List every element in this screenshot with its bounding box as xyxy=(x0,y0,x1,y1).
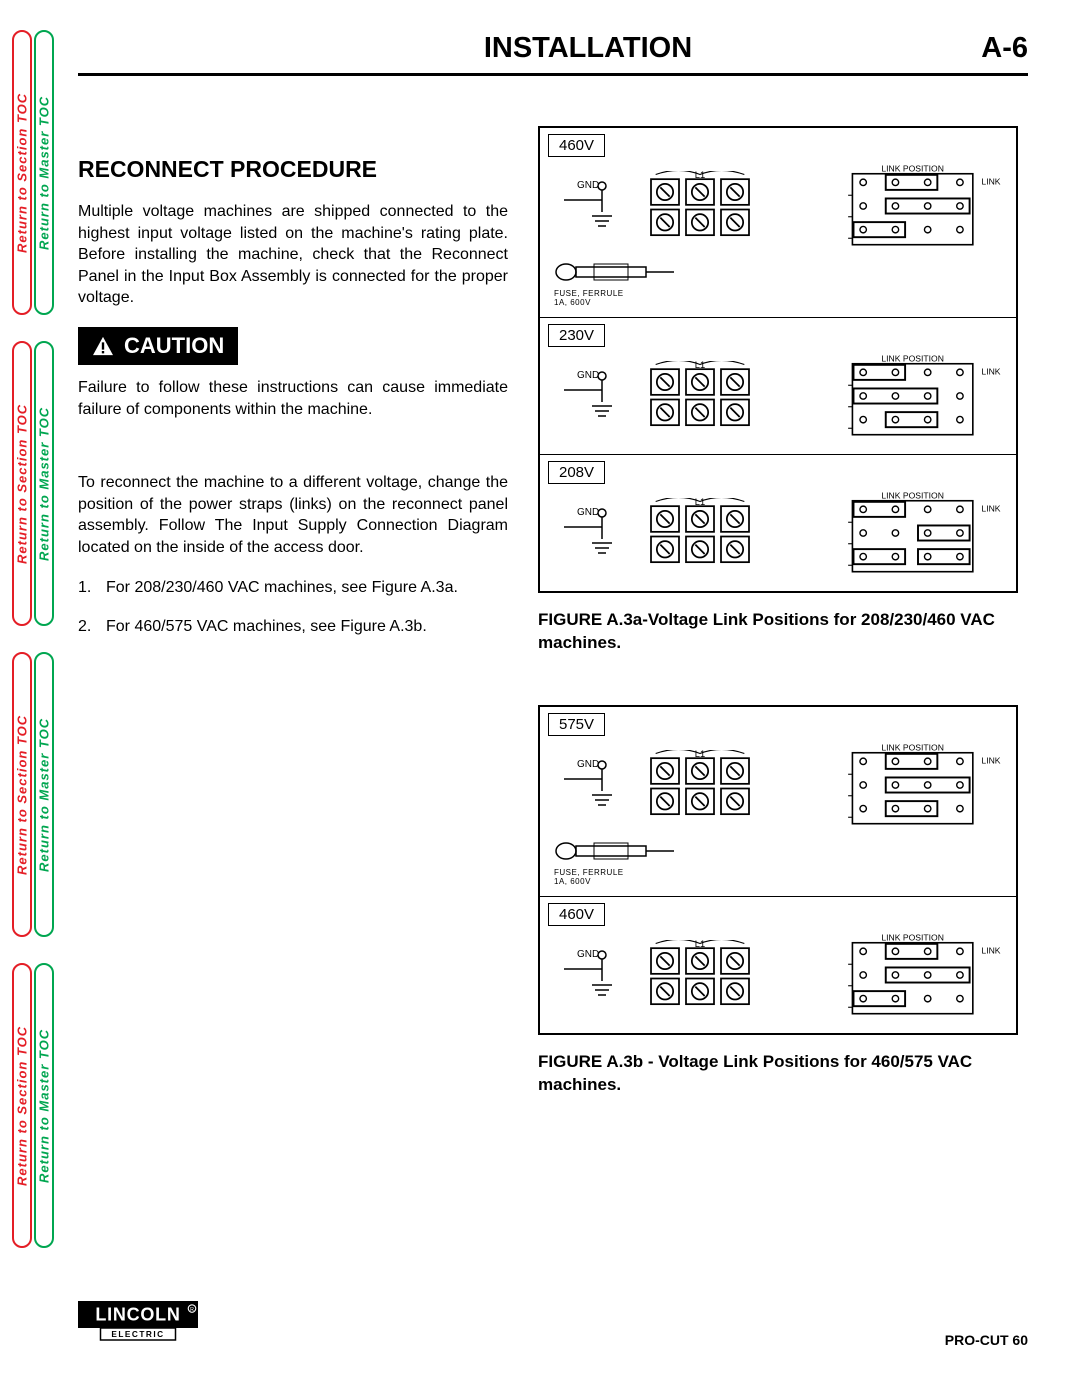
toc-master-tab[interactable]: Return to Master TOC xyxy=(34,652,54,937)
lincoln-logo: LINCOLN R ELECTRIC xyxy=(78,1301,198,1348)
diagram-row: GND L1 xyxy=(548,490,1008,581)
voltage-section: 230V GND L1 xyxy=(540,318,1016,455)
svg-text:LINK: LINK xyxy=(981,755,1000,765)
caution-text: Failure to follow these instructions can… xyxy=(78,377,508,420)
page-footer: LINCOLN R ELECTRIC PRO-CUT 60 xyxy=(78,1301,1028,1348)
ground-symbol-icon: GND xyxy=(554,945,624,1005)
tab-pair: Return to Section TOC Return to Master T… xyxy=(12,652,56,937)
diagram-row: GND L1 xyxy=(548,742,1008,833)
toc-section-tab[interactable]: Return to Section TOC xyxy=(12,341,32,626)
svg-text:LINK POSITION: LINK POSITION xyxy=(881,491,944,501)
fuse-block: FUSE, FERRULE 1A, 600V xyxy=(548,839,1008,886)
link-position-icon: LINK POSITION LINK xyxy=(828,353,1008,439)
side-tabs: Return to Section TOC Return to Master T… xyxy=(12,30,56,1310)
voltage-label: 460V xyxy=(548,134,605,157)
voltage-section: 575V GND L1 xyxy=(540,707,1016,897)
svg-text:LINK: LINK xyxy=(981,367,1000,377)
svg-text:LINK POSITION: LINK POSITION xyxy=(881,742,944,752)
svg-text:LINK POSITION: LINK POSITION xyxy=(881,354,944,364)
page-number: A-6 xyxy=(981,32,1028,65)
fuse-block: FUSE, FERRULE 1A, 600V xyxy=(548,260,1008,307)
svg-text:GND: GND xyxy=(577,180,599,191)
svg-text:GND: GND xyxy=(577,949,599,960)
page-frame: INSTALLATION A-6 RECONNECT PROCEDURE Mul… xyxy=(78,28,1028,1348)
header-rule xyxy=(78,73,1028,76)
svg-text:LINK POSITION: LINK POSITION xyxy=(881,932,944,942)
ground-symbol-icon: GND xyxy=(554,503,624,563)
terminal-block-icon: L1 xyxy=(640,940,760,1010)
right-column: 460V GND L1 xyxy=(538,126,1018,1147)
caution-label: CAUTION xyxy=(124,333,224,359)
svg-text:LINK: LINK xyxy=(981,177,1000,187)
svg-text:ELECTRIC: ELECTRIC xyxy=(111,1330,164,1339)
terminal-block-icon: L1 xyxy=(640,498,760,568)
voltage-label: 208V xyxy=(548,461,605,484)
toc-master-tab[interactable]: Return to Master TOC xyxy=(34,341,54,626)
ground-symbol-icon: GND xyxy=(554,176,624,236)
svg-text:GND: GND xyxy=(577,370,599,381)
svg-text:LINK POSITION: LINK POSITION xyxy=(881,164,944,174)
tab-pair: Return to Section TOC Return to Master T… xyxy=(12,30,56,315)
step-item: For 208/230/460 VAC machines, see Figure… xyxy=(106,577,508,599)
diagram-row: GND L1 xyxy=(548,163,1008,254)
terminal-block-icon: L1 xyxy=(640,171,760,241)
step-item: For 460/575 VAC machines, see Figure A.3… xyxy=(106,616,508,638)
fuse-icon xyxy=(554,260,684,284)
voltage-label: 460V xyxy=(548,903,605,926)
terminal-block-icon: L1 xyxy=(640,750,760,820)
toc-master-tab[interactable]: Return to Master TOC xyxy=(34,963,54,1248)
voltage-label: 575V xyxy=(548,713,605,736)
toc-master-tab[interactable]: Return to Master TOC xyxy=(34,30,54,315)
warning-icon xyxy=(92,336,114,356)
section-title: RECONNECT PROCEDURE xyxy=(78,156,508,183)
figure-a3a-caption: FIGURE A.3a-Voltage Link Positions for 2… xyxy=(538,609,1018,655)
svg-text:R: R xyxy=(190,1307,194,1313)
svg-text:GND: GND xyxy=(577,759,599,770)
voltage-section: 460V GND L1 xyxy=(540,128,1016,318)
toc-section-tab[interactable]: Return to Section TOC xyxy=(12,30,32,315)
ground-symbol-icon: GND xyxy=(554,366,624,426)
terminal-block-icon: L1 xyxy=(640,361,760,431)
page-header: INSTALLATION A-6 xyxy=(78,28,1028,73)
link-position-icon: LINK POSITION LINK xyxy=(828,490,1008,576)
caution-bar: CAUTION xyxy=(78,327,238,365)
footer-model: PRO-CUT 60 xyxy=(945,1332,1028,1348)
svg-text:LINCOLN: LINCOLN xyxy=(95,1305,180,1325)
svg-text:GND: GND xyxy=(577,507,599,518)
figure-a3b-caption: FIGURE A.3b - Voltage Link Positions for… xyxy=(538,1051,1018,1097)
svg-text:LINK: LINK xyxy=(981,945,1000,955)
toc-section-tab[interactable]: Return to Section TOC xyxy=(12,963,32,1248)
link-position-icon: LINK POSITION LINK xyxy=(828,742,1008,828)
left-column: RECONNECT PROCEDURE Multiple voltage mac… xyxy=(78,126,508,1147)
ground-symbol-icon: GND xyxy=(554,755,624,815)
tab-pair: Return to Section TOC Return to Master T… xyxy=(12,341,56,626)
voltage-section: 208V GND L1 xyxy=(540,455,1016,591)
header-title: INSTALLATION xyxy=(484,32,692,65)
reconnect-text: To reconnect the machine to a different … xyxy=(78,472,508,558)
fuse-icon xyxy=(554,839,684,863)
tab-pair: Return to Section TOC Return to Master T… xyxy=(12,963,56,1248)
diagram-row: GND L1 xyxy=(548,353,1008,444)
voltage-section: 460V GND L1 xyxy=(540,897,1016,1033)
intro-paragraph: Multiple voltage machines are shipped co… xyxy=(78,201,508,309)
voltage-label: 230V xyxy=(548,324,605,347)
figure-a3a: 460V GND L1 xyxy=(538,126,1018,593)
svg-text:LINK: LINK xyxy=(981,504,1000,514)
link-position-icon: LINK POSITION LINK xyxy=(828,932,1008,1018)
link-position-icon: LINK POSITION LINK xyxy=(828,163,1008,249)
toc-section-tab[interactable]: Return to Section TOC xyxy=(12,652,32,937)
steps-list: For 208/230/460 VAC machines, see Figure… xyxy=(78,577,508,638)
content-columns: RECONNECT PROCEDURE Multiple voltage mac… xyxy=(78,126,1028,1147)
figure-a3b: 575V GND L1 xyxy=(538,705,1018,1035)
diagram-row: GND L1 xyxy=(548,932,1008,1023)
